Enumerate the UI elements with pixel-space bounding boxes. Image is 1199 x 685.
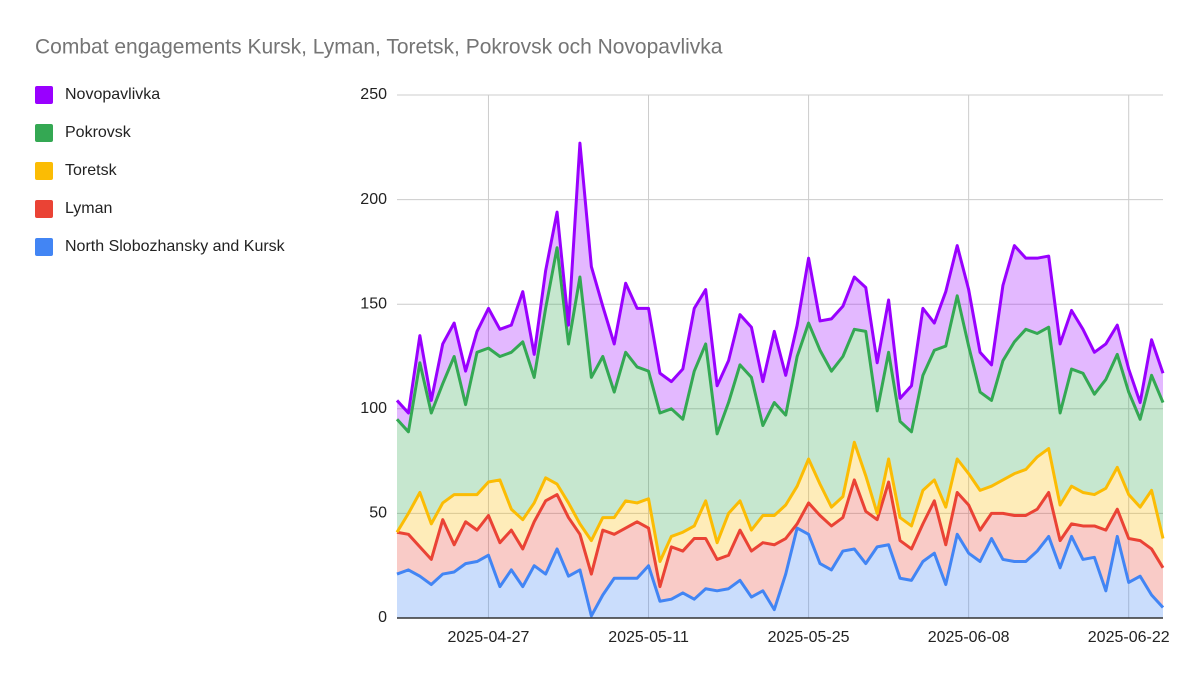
legend-swatch (35, 238, 53, 256)
area-line (395, 246, 1165, 436)
area-line (396, 478, 1165, 589)
legend-swatch (35, 200, 53, 218)
y-tick-label: 250 (360, 86, 387, 103)
area-line (395, 141, 1165, 415)
area-line (395, 440, 1165, 564)
y-tick-label: 50 (369, 505, 387, 522)
legend-swatch (35, 86, 53, 104)
legend-swatch (35, 162, 53, 180)
chart-title: Combat engagements Kursk, Lyman, Toretsk… (35, 36, 723, 59)
legend-label: North Slobozhansky and Kursk (65, 238, 286, 255)
legend-label: Novopavlivka (65, 86, 160, 103)
legend-swatch (35, 124, 53, 142)
x-tick-label: 2025-05-25 (768, 629, 850, 646)
y-tick-label: 0 (378, 609, 387, 626)
y-tick-label: 200 (360, 191, 387, 208)
y-tick-label: 150 (360, 295, 387, 312)
area-fill (397, 528, 1163, 618)
legend-label: Pokrovsk (65, 124, 132, 141)
x-tick-label: 2025-05-11 (608, 629, 689, 646)
x-tick-label: 2025-04-27 (448, 629, 530, 646)
x-tick-label: 2025-06-08 (928, 629, 1010, 646)
legend-label: Toretsk (65, 162, 118, 179)
area-line (396, 526, 1165, 618)
y-tick-label: 100 (360, 400, 387, 417)
legend-label: Lyman (65, 200, 112, 217)
x-tick-label: 2025-06-22 (1088, 629, 1170, 646)
area-fill (397, 143, 1163, 434)
area-fill (397, 247, 1163, 562)
